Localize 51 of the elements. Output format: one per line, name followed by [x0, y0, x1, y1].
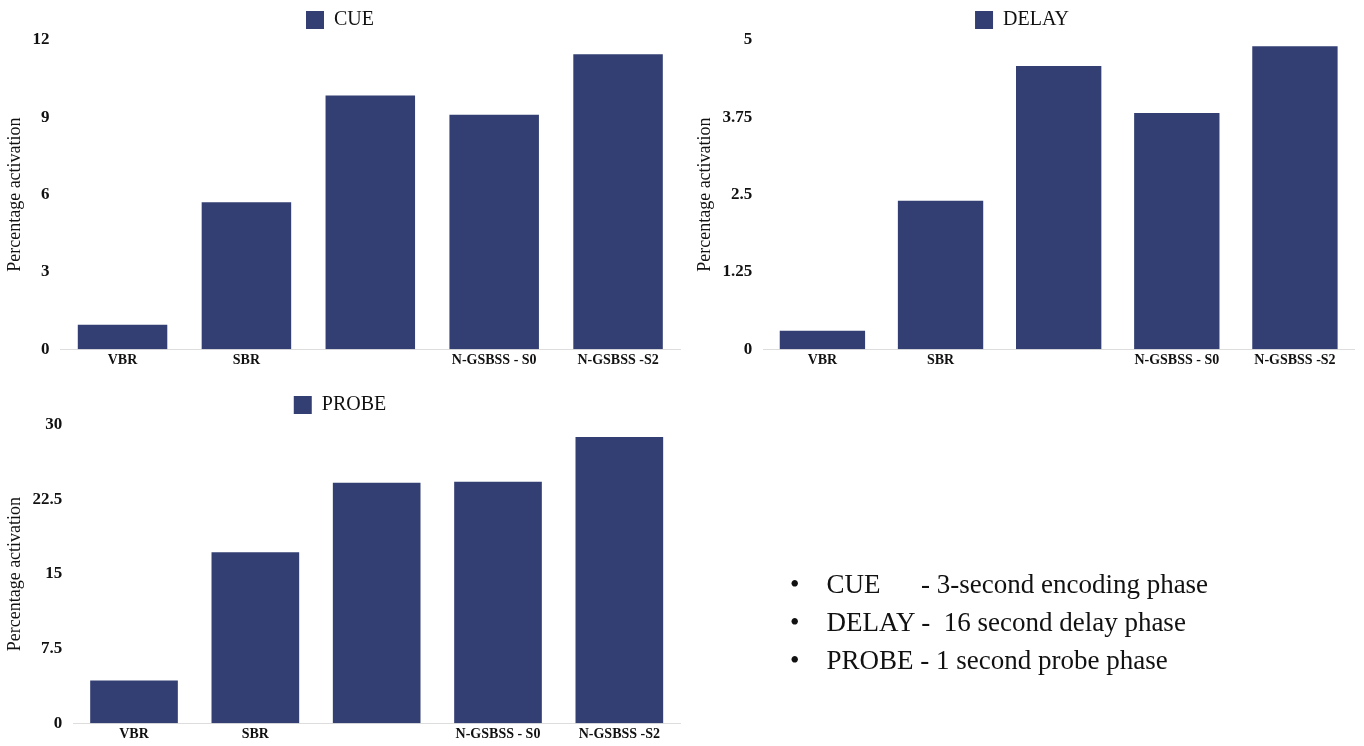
x-tick-label: SBR: [232, 352, 261, 368]
y-tick-label: 0: [743, 338, 753, 358]
bar: [325, 95, 416, 350]
y-tick-label: 5: [743, 29, 753, 49]
y-axis-title: Percentage activation: [3, 117, 24, 272]
x-tick-label: VBR: [807, 352, 839, 368]
x-tick-label: N-GSBSS -S2: [578, 726, 660, 742]
bar: [779, 330, 866, 350]
x-tick-label: VBR: [119, 726, 150, 742]
x-tick-label: N-GSBSS - S0: [455, 726, 541, 742]
text: • PROBE - 1 second probe phase: [790, 644, 1169, 677]
y-tick-label: 6: [41, 183, 50, 203]
bar: [573, 54, 663, 350]
bar: [77, 324, 168, 350]
bar: [575, 436, 664, 724]
bar: [1016, 65, 1102, 350]
bar: [1252, 46, 1338, 350]
y-tick-label: 30: [45, 414, 63, 434]
y-tick-label: 2.5: [731, 183, 753, 203]
y-axis-title: Percentage activation: [693, 117, 714, 272]
bar: [454, 481, 542, 724]
x-tick-label: VBR: [107, 352, 139, 368]
text: • DELAY - 16 second delay phase: [790, 606, 1187, 639]
y-tick-label: 15: [45, 563, 63, 583]
x-tick-label: SBR: [241, 726, 270, 742]
y-tick-label: 0: [53, 712, 63, 732]
y-tick-label: 7.5: [41, 638, 63, 658]
y-axis-title: Percentage activation: [3, 496, 24, 652]
x-tick-label: N-GSBSS -S2: [1254, 352, 1336, 368]
bar: [897, 200, 984, 350]
y-tick-label: 0: [41, 338, 50, 358]
y-tick-label: 22.5: [32, 488, 63, 508]
bar: [449, 114, 539, 350]
y-tick-label: 12: [32, 29, 50, 49]
x-tick-label: N-GSBSS -S2: [577, 352, 659, 368]
bar: [201, 202, 292, 350]
y-tick-label: 1.25: [722, 261, 753, 281]
x-tick-label: N-GSBSS - S0: [1134, 352, 1220, 368]
legend-label: CUE: [334, 7, 374, 30]
text: • CUE - 3-second encoding phase: [790, 568, 1210, 601]
bar: [1134, 112, 1220, 350]
x-tick-label: N-GSBSS - S0: [451, 352, 537, 368]
bar: [211, 552, 300, 724]
bar: [90, 680, 178, 724]
bar: [332, 482, 421, 724]
y-tick-label: 9: [41, 106, 50, 126]
y-tick-label: 3.75: [722, 106, 753, 126]
x-tick-label: SBR: [926, 352, 956, 368]
legend-label: DELAY: [1003, 7, 1069, 30]
legend-label: PROBE: [321, 392, 387, 415]
y-tick-label: 3: [41, 261, 50, 281]
